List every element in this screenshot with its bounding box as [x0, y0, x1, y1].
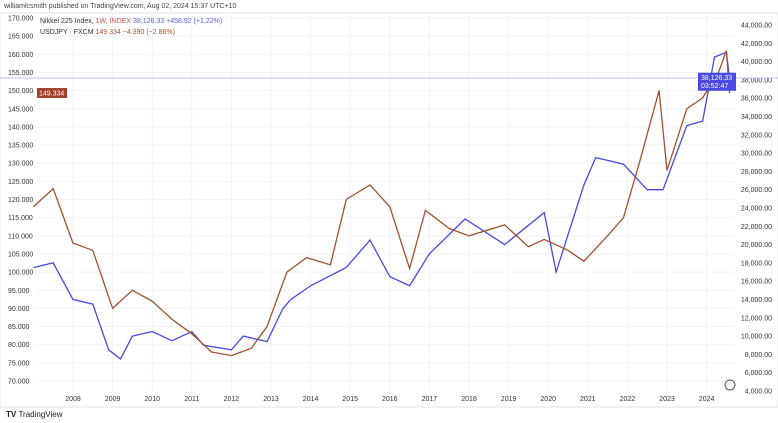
publish-header: williamlcsmith published on TradingView.…	[4, 3, 237, 10]
x-tick-label: 2020	[540, 396, 556, 403]
right-tick-label: 34,000.00	[741, 114, 772, 121]
series-line-nikkei	[33, 51, 731, 360]
left-tick-label: 160.000	[8, 52, 33, 59]
right-tick-label: 28,000.00	[741, 169, 772, 176]
left-tick-label: 150.000	[8, 88, 33, 95]
right-tick-label: 44,000.00	[741, 23, 772, 30]
right-tick-label: 38,000.00	[741, 77, 772, 84]
left-tick-label: 130.000	[8, 161, 33, 168]
right-tick-label: 18,000.00	[741, 260, 772, 267]
x-tick-label: 2008	[65, 396, 81, 403]
right-tick-label: 10,000.00	[741, 334, 772, 341]
right-tick-label: 24,000.00	[741, 206, 772, 213]
x-tick-label: 2012	[224, 396, 240, 403]
x-tick-label: 2018	[461, 396, 477, 403]
legend-usdjpy: USDJPY · FXCM 149.334 −4.390 (−2.86%)	[40, 29, 175, 36]
lightning-icon	[724, 379, 736, 391]
left-tick-label: 120.000	[8, 197, 33, 204]
legend: Nikkei 225 Index, 1W, INDEX 38,126.33 +4…	[40, 16, 222, 38]
left-tick-label: 165.000	[8, 34, 33, 41]
right-tick-label: 4,000.00	[745, 389, 772, 396]
x-tick-label: 2019	[501, 396, 517, 403]
series-line-usdjpy	[32, 50, 731, 357]
left-price-badge-text: 149.334	[39, 91, 64, 98]
right-tick-label: 8,000.00	[745, 352, 772, 359]
right-tick-label: 40,000.00	[741, 59, 772, 66]
x-tick-label: 2010	[144, 396, 160, 403]
x-tick-label: 2022	[620, 396, 636, 403]
left-tick-label: 140.000	[8, 124, 33, 131]
x-tick-label: 2009	[105, 396, 121, 403]
x-tick-label: 2015	[342, 396, 358, 403]
x-tick-label: 2014	[303, 396, 319, 403]
x-tick-label: 2017	[422, 396, 438, 403]
right-tick-label: 30,000.00	[741, 151, 772, 158]
left-tick-label: 80.000	[8, 342, 30, 349]
right-tick-label: 16,000.00	[741, 279, 772, 286]
left-tick-label: 145.000	[8, 106, 33, 113]
left-tick-label: 115.000	[8, 215, 33, 222]
left-tick-label: 170.000	[8, 16, 33, 23]
right-tick-label: 20,000.00	[741, 242, 772, 249]
tradingview-logo: TV TradingView	[6, 410, 63, 419]
x-tick-label: 2024	[699, 396, 715, 403]
legend-nikkei: Nikkei 225 Index, 1W, INDEX 38,126.33 +4…	[40, 18, 223, 25]
plot-frame	[0, 12, 778, 408]
right-tick-label: 36,000.00	[741, 96, 772, 103]
x-tick-label: 2023	[659, 396, 675, 403]
right-price-badge-text: 38,126.33	[701, 75, 732, 82]
left-tick-label: 100.000	[8, 270, 33, 277]
right-tick-label: 12,000.00	[741, 315, 772, 322]
x-tick-label: 2021	[580, 396, 596, 403]
right-tick-label: 6,000.00	[745, 370, 772, 377]
left-tick-label: 70.000	[8, 379, 30, 386]
x-tick-label: 2016	[382, 396, 398, 403]
left-tick-label: 155.000	[8, 70, 33, 77]
left-tick-label: 125.000	[8, 179, 33, 186]
left-tick-label: 85.000	[8, 324, 30, 331]
left-tick-label: 110.000	[8, 233, 33, 240]
left-tick-label: 95.000	[8, 288, 30, 295]
left-tick-label: 75.000	[8, 360, 30, 367]
right-price-badge	[698, 72, 736, 91]
right-time-badge-text: 03:52:47	[701, 83, 728, 90]
x-tick-label: 2011	[184, 396, 199, 403]
x-tick-label: 2013	[263, 396, 279, 403]
right-tick-label: 22,000.00	[741, 224, 772, 231]
left-tick-label: 90.000	[8, 306, 30, 313]
right-tick-label: 14,000.00	[741, 297, 772, 304]
left-tick-label: 105.000	[8, 251, 33, 258]
right-tick-label: 26,000.00	[741, 187, 772, 194]
tv-logo-icon: TV	[6, 410, 19, 419]
left-tick-label: 135.000	[8, 143, 33, 150]
left-price-badge	[37, 88, 67, 99]
right-tick-label: 42,000.00	[741, 41, 772, 48]
right-tick-label: 32,000.00	[741, 132, 772, 139]
